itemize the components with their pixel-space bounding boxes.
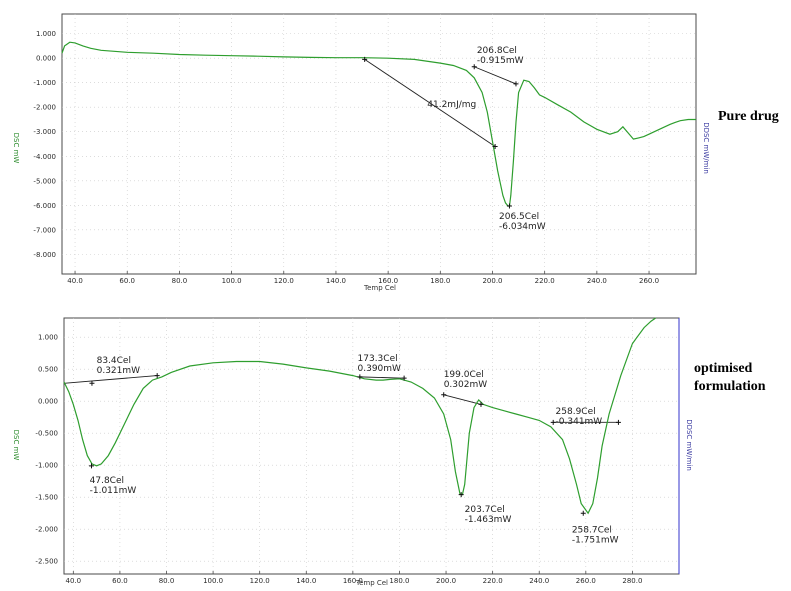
chart-optimised-formulation-point-marker (550, 419, 556, 425)
chart-pure-drug-point-marker (492, 143, 498, 149)
chart-pure-drug-annotation-text: -0.915mW (477, 56, 524, 66)
chart-optimised-formulation-annotation-text: 258.9Cel (556, 407, 596, 417)
chart-optimised-formulation-x-tick-label: 220.0 (483, 577, 503, 585)
chart-pure-drug-tangent-line (364, 59, 496, 147)
chart-optimised-formulation-x-tick-label: 240.0 (529, 577, 549, 585)
chart-pure-drug-frame (61, 13, 697, 275)
chart-pure-drug-x-tick-label: 100.0 (222, 277, 242, 285)
chart-optimised-formulation-point-marker (458, 492, 464, 498)
chart-pure-drug-x-tick-label: 220.0 (535, 277, 555, 285)
chart-optimised-formulation-point-marker (615, 419, 621, 425)
chart-optimised-formulation-y-tick-label: 1.000 (38, 334, 58, 342)
chart-optimised-formulation-y-tick-label: -1.500 (35, 494, 58, 502)
chart-optimised-formulation-y-tick-label: -0.500 (35, 430, 58, 438)
chart-optimised-formulation-annotation-text: 0.390mW (358, 364, 402, 374)
chart-pure-drug-y-tick-label: -4.000 (33, 153, 56, 161)
chart-pure-drug-x-tick-label: 140.0 (326, 277, 346, 285)
chart-optimised-formulation-annotation-text: 203.7Cel (465, 505, 505, 515)
chart-optimised-formulation-tangent-line (359, 376, 405, 379)
chart-optimised-formulation-annotation-text: -0.341mW (556, 417, 603, 427)
chart-pure-drug-x-tick-label: 180.0 (430, 277, 450, 285)
chart-pure-drug-x-tick-label: 80.0 (172, 277, 188, 285)
chart-pure-drug-x-tick-label: 160.0 (378, 277, 398, 285)
chart-pure-drug-y-tick-label: -7.000 (33, 226, 56, 234)
chart-optimised-formulation-y-tick-label: -2.000 (35, 526, 58, 534)
chart-pure-drug-y-tick-label: 1.000 (36, 30, 56, 38)
chart-optimised-formulation-point-marker (89, 380, 95, 386)
chart-optimised-formulation-y-tick-label: 0.500 (38, 366, 58, 374)
chart-pure-drug-point-marker (506, 203, 512, 209)
chart-optimised-formulation-x-tick-label: 100.0 (203, 577, 223, 585)
chart-pure-drug-dsc-curve (61, 41, 696, 207)
chart-pure-drug-x-axis-label: Temp Cel (363, 284, 396, 292)
chart-optimised-formulation-point-marker (154, 373, 160, 379)
chart-optimised-formulation-x-tick-label: 280.0 (622, 577, 642, 585)
chart-optimised-formulation-y-tick-label: 0.000 (38, 398, 58, 406)
chart-pure-drug-x-tick-label: 120.0 (274, 277, 294, 285)
chart-pure-drug-y-tick-label: -3.000 (33, 128, 56, 136)
chart-optimised-formulation-point-marker (478, 401, 484, 407)
chart-pure-drug-annotation-text: 206.8Cel (477, 46, 517, 56)
chart-optimised-formulation-annotation-text: 258.7Cel (572, 525, 612, 535)
chart-optimised-formulation-x-tick-label: 180.0 (389, 577, 409, 585)
chart-optimised-formulation-y-axis-label: DSC mW (12, 430, 20, 461)
chart-optimised-formulation-annotation-text: 173.3Cel (358, 354, 398, 364)
chart-optimised-formulation: 1.000 0.500 0.000 -0.500 -1.000 -1.500 -2.000 -… (12, 317, 766, 587)
chart-optimised-formulation-point-marker (441, 392, 447, 398)
chart-optimised-formulation-x-tick-label: 40.0 (66, 577, 82, 585)
chart-optimised-formulation-point-marker (88, 463, 94, 469)
chart-optimised-formulation-tangent-line (443, 394, 482, 405)
chart-pure-drug-annotation-text: 41.2mJ/mg (427, 100, 476, 110)
chart-optimised-formulation-x-tick-label: 80.0 (159, 577, 175, 585)
chart-pure-drug: 1.000 0.000 -1.000 -2.000 -3.000 -4.000 -5.000… (12, 13, 779, 292)
chart-pure-drug-y-tick-label: -6.000 (33, 202, 56, 210)
chart-optimised-formulation-point-marker (357, 374, 363, 380)
chart-optimised-formulation-dsc-curve (63, 317, 657, 515)
chart-optimised-formulation-annotation-text: 0.321mW (97, 366, 141, 376)
chart-optimised-formulation-x-tick-label: 200.0 (436, 577, 456, 585)
chart-pure-drug-tangent-line (474, 66, 517, 85)
chart-optimised-formulation-tangent-line (63, 375, 158, 384)
chart-pure-drug-x-tick-label: 240.0 (587, 277, 607, 285)
chart-optimised-formulation-x-axis-label: Temp Cel (355, 579, 388, 587)
chart-optimised-formulation-x-tick-label: 140.0 (296, 577, 316, 585)
chart-optimised-formulation-y-tick-label: -1.000 (35, 462, 58, 470)
chart-pure-drug-y-tick-label: -1.000 (33, 79, 56, 87)
chart-optimised-formulation-annotation-text: 83.4Cel (97, 356, 131, 366)
chart-pure-drug-annotation-text: 206.5Cel (499, 212, 539, 222)
chart-optimised-formulation-point-marker (580, 510, 586, 516)
chart-optimised-formulation-annotation-text: 0.302mW (444, 380, 488, 390)
chart-optimised-formulation-x-tick-label: 60.0 (112, 577, 128, 585)
chart-optimised-formulation-side-label-line-2: formulation (694, 379, 766, 394)
chart-pure-drug-point-marker (471, 64, 477, 70)
chart-pure-drug-point-marker (513, 81, 519, 87)
chart-pure-drug-x-tick-label: 60.0 (119, 277, 135, 285)
chart-pure-drug-side-label: Pure drug (718, 109, 779, 124)
chart-optimised-formulation-point-marker (401, 375, 407, 381)
chart-optimised-formulation-x-tick-label: 120.0 (250, 577, 270, 585)
chart-pure-drug-y-axis-label: DSC mW (12, 133, 20, 164)
chart-pure-drug-x-tick-label: 40.0 (67, 277, 83, 285)
chart-pure-drug-y-tick-label: -8.000 (33, 251, 56, 259)
chart-optimised-formulation-annotation-text: -1.751mW (572, 535, 619, 545)
chart-optimised-formulation-annotation-text: -1.011mW (90, 486, 137, 496)
chart-optimised-formulation-annotation-text: 47.8Cel (90, 476, 124, 486)
chart-pure-drug-point-marker (362, 56, 368, 62)
chart-optimised-formulation-side-label-line-1: optimised (694, 361, 753, 376)
chart-pure-drug-annotation-text: -6.034mW (499, 222, 546, 232)
chart-optimised-formulation-y-tick-label: -2.500 (35, 558, 58, 566)
chart-pure-drug-y-tick-label: 0.000 (36, 55, 56, 63)
chart-optimised-formulation-annotation-text: 199.0Cel (444, 370, 484, 380)
chart-pure-drug-x-tick-label: 260.0 (639, 277, 659, 285)
chart-optimised-formulation-x-tick-label: 160.0 (343, 577, 363, 585)
chart-pure-drug-y-tick-label: -5.000 (33, 177, 56, 185)
chart-optimised-formulation-annotation-text: -1.463mW (465, 515, 512, 525)
chart-optimised-formulation-x-tick-label: 260.0 (576, 577, 596, 585)
chart-pure-drug-right-axis-label: DDSC mW/min (702, 122, 710, 174)
chart-pure-drug-x-tick-label: 200.0 (482, 277, 502, 285)
chart-optimised-formulation-right-axis-label: DDSC mW/min (685, 419, 693, 471)
chart-pure-drug-y-tick-label: -2.000 (33, 104, 56, 112)
